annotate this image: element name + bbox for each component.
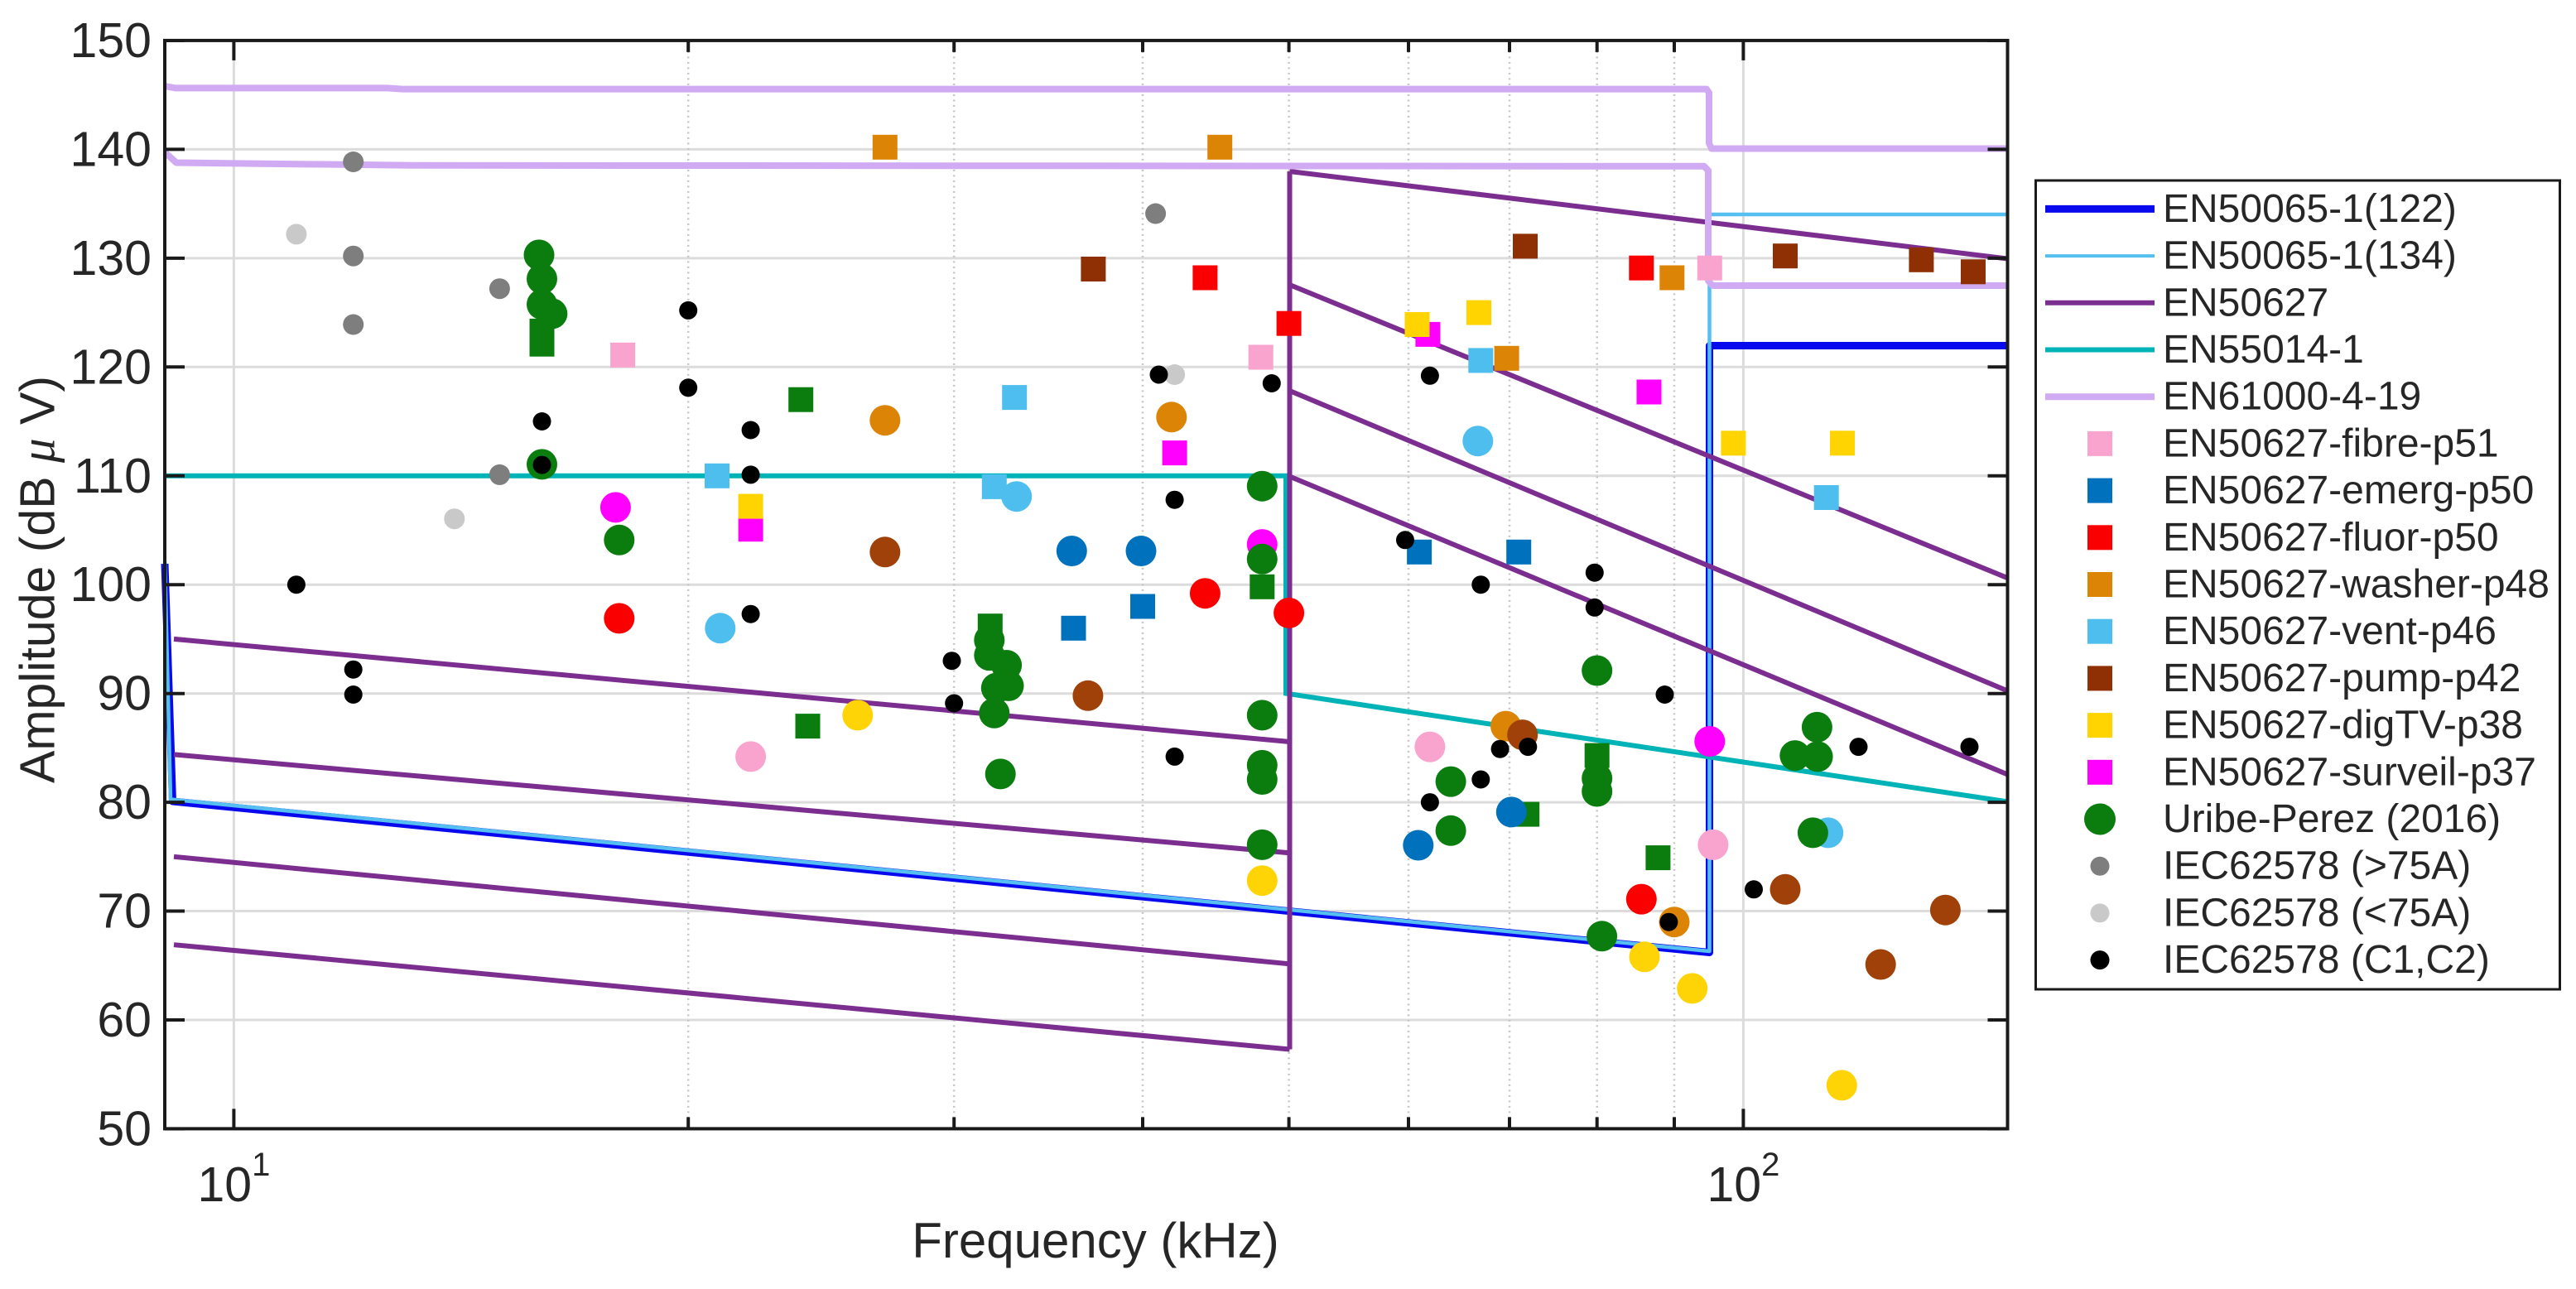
svg-text:EN50627-digTV-p38: EN50627-digTV-p38 (2163, 704, 2523, 748)
svg-text:EN50627: EN50627 (2163, 281, 2328, 325)
svg-text:110: 110 (74, 449, 152, 503)
svg-text:EN50065-1(122): EN50065-1(122) (2163, 187, 2457, 231)
svg-text:140: 140 (70, 122, 152, 176)
svg-text:100: 100 (70, 557, 152, 612)
svg-text:Uribe-Perez (2016): Uribe-Perez (2016) (2163, 797, 2501, 841)
svg-text:EN55014-1: EN55014-1 (2163, 328, 2364, 372)
svg-text:EN50627-surveil-p37: EN50627-surveil-p37 (2163, 750, 2536, 794)
svg-text:Frequency (kHz): Frequency (kHz) (912, 1213, 1278, 1268)
svg-text:EN50627-vent-p46: EN50627-vent-p46 (2163, 609, 2497, 653)
svg-text:IEC62578 (C1,C2): IEC62578 (C1,C2) (2163, 938, 2490, 982)
svg-text:EN50627-washer-p48: EN50627-washer-p48 (2163, 563, 2550, 607)
svg-text:130: 130 (70, 231, 152, 286)
svg-text:50: 50 (97, 1102, 152, 1157)
svg-text:60: 60 (97, 993, 152, 1047)
svg-text:EN61000-4-19: EN61000-4-19 (2163, 375, 2421, 419)
svg-text:70: 70 (97, 884, 152, 939)
svg-text:IEC62578 (<75A): IEC62578 (<75A) (2163, 891, 2471, 935)
svg-text:EN50627-fibre-p51: EN50627-fibre-p51 (2163, 421, 2499, 465)
svg-text:150: 150 (70, 13, 152, 68)
svg-text:EN50065-1(134): EN50065-1(134) (2163, 234, 2457, 278)
svg-text:IEC62578 (>75A): IEC62578 (>75A) (2163, 844, 2471, 888)
svg-text:90: 90 (97, 666, 152, 721)
svg-text:Amplitude (dB μ V): Amplitude (dB μ V) (11, 376, 65, 783)
svg-text:80: 80 (97, 775, 152, 830)
svg-text:120: 120 (70, 339, 152, 394)
svg-text:EN50627-pump-p42: EN50627-pump-p42 (2163, 657, 2521, 700)
svg-text:EN50627-fluor-p50: EN50627-fluor-p50 (2163, 516, 2499, 560)
svg-text:EN50627-emerg-p50: EN50627-emerg-p50 (2163, 469, 2534, 512)
